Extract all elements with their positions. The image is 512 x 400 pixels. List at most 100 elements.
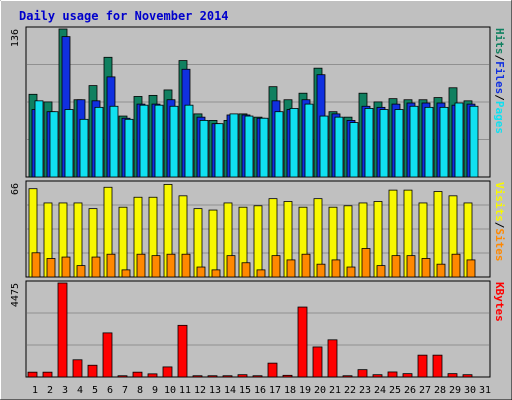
x-tick-label: 24 [374, 385, 386, 396]
bar-kbytes-day-6 [102, 332, 113, 378]
bar-pages-day-28 [439, 106, 449, 178]
bar-pages-day-2 [49, 111, 59, 178]
legend-entry: Visits [493, 182, 506, 222]
bar-pages-day-11 [184, 104, 194, 178]
bar-kbytes-day-8 [132, 371, 143, 378]
panel-2: 66 Visits/Sites [10, 180, 506, 278]
x-tick-label: 11 [179, 385, 191, 396]
bar-kbytes-day-30 [462, 374, 473, 378]
x-tick-label: 28 [434, 385, 446, 396]
x-tick-label: 16 [254, 385, 266, 396]
bar-kbytes-day-5 [87, 364, 98, 378]
legend-entry: Files [493, 61, 506, 94]
bar-kbytes-day-29 [447, 373, 458, 378]
bar-sites-day-2 [46, 258, 56, 278]
bar-sites-day-19 [301, 253, 311, 278]
bar-pages-day-4 [79, 118, 89, 178]
bar-pages-day-13 [214, 123, 224, 178]
x-axis-day-labels: 1 2 3 4 5 6 7 8 9 10 11 12 13 14 15 16 17 18 19 20 21 22 23 24 2… [32, 385, 491, 396]
x-tick-label: 12 [194, 385, 206, 396]
x-tick-label: 10 [164, 385, 176, 396]
bar-kbytes-day-7 [117, 375, 128, 378]
bar-kbytes-day-21 [327, 339, 338, 378]
x-tick-label: 13 [209, 385, 221, 396]
x-tick-label: 27 [419, 385, 431, 396]
legend-entry: / [493, 55, 506, 62]
bar-kbytes-day-3 [57, 282, 68, 378]
x-tick-label: 25 [389, 385, 401, 396]
bar-kbytes-day-25 [387, 371, 398, 378]
panel-legend: Hits/Files/Pages [493, 28, 506, 134]
panel-legend: Visits/Sites [493, 182, 506, 262]
x-tick-label: 30 [464, 385, 476, 396]
x-tick-label: 31 [479, 385, 491, 396]
x-tick-label: 15 [239, 385, 251, 396]
bar-sites-day-9 [151, 255, 161, 278]
bar-pages-day-10 [169, 105, 179, 178]
bar-kbytes-day-22 [342, 375, 353, 378]
bar-kbytes-day-20 [312, 346, 323, 378]
panel-legend: KBytes [493, 282, 506, 322]
legend-entry: Hits [493, 28, 506, 55]
bar-sites-day-27 [421, 258, 431, 278]
x-tick-label: 5 [92, 385, 98, 396]
bar-visits-day-16 [253, 205, 263, 278]
y-max-label: 4475 [10, 283, 21, 307]
bar-sites-day-13 [211, 269, 221, 278]
x-tick-label: 9 [152, 385, 158, 396]
bar-pages-day-23 [364, 108, 374, 178]
bar-kbytes-day-9 [147, 373, 158, 378]
bar-pages-day-17 [274, 111, 284, 178]
bar-kbytes-day-2 [42, 371, 53, 378]
x-tick-label: 7 [122, 385, 128, 396]
x-tick-label: 4 [77, 385, 83, 396]
bar-pages-day-16 [259, 117, 269, 178]
bar-kbytes-day-4 [72, 359, 83, 378]
bar-sites-day-28 [436, 263, 446, 278]
bar-kbytes-day-12 [192, 375, 203, 378]
x-tick-label: 1 [32, 385, 38, 396]
x-tick-label: 21 [329, 385, 341, 396]
x-tick-label: 23 [359, 385, 371, 396]
bar-kbytes-day-18 [282, 374, 293, 378]
bar-kbytes-day-13 [207, 375, 218, 378]
bar-kbytes-day-27 [417, 354, 428, 378]
x-tick-label: 3 [62, 385, 68, 396]
bar-pages-day-20 [319, 115, 329, 178]
bar-sites-day-29 [451, 253, 461, 278]
bar-sites-day-20 [316, 263, 326, 278]
bar-pages-day-24 [379, 109, 389, 178]
bar-pages-day-6 [109, 105, 119, 178]
bar-kbytes-day-19 [297, 306, 308, 378]
bar-kbytes-day-23 [357, 369, 368, 378]
legend-entry: Sites [493, 228, 506, 261]
x-tick-label: 17 [269, 385, 281, 396]
bar-kbytes-day-14 [222, 375, 233, 378]
legend-entry: / [493, 94, 506, 101]
bar-pages-day-1 [34, 100, 44, 178]
bar-visits-day-22 [343, 205, 353, 278]
chart-title: Daily usage for November 2014 [19, 9, 229, 23]
bar-pages-day-22 [349, 122, 359, 178]
bar-sites-day-10 [166, 253, 176, 278]
legend-entry: / [493, 222, 506, 229]
bar-sites-day-7 [121, 269, 131, 278]
x-tick-label: 20 [314, 385, 326, 396]
bar-kbytes-day-11 [177, 324, 188, 378]
bar-pages-day-19 [304, 103, 314, 178]
x-tick-label: 19 [299, 385, 311, 396]
bar-sites-day-23 [361, 248, 371, 278]
bar-pages-day-21 [334, 116, 344, 178]
x-tick-label: 8 [137, 385, 143, 396]
bar-sites-day-12 [196, 266, 206, 278]
legend-entry: Pages [493, 101, 506, 134]
bar-kbytes-day-26 [402, 373, 413, 378]
bar-sites-day-25 [391, 255, 401, 278]
x-tick-label: 22 [344, 385, 356, 396]
bar-pages-day-8 [139, 104, 149, 178]
bar-kbytes-day-24 [372, 374, 383, 378]
bar-sites-day-1 [31, 252, 41, 278]
x-tick-label: 14 [224, 385, 236, 396]
